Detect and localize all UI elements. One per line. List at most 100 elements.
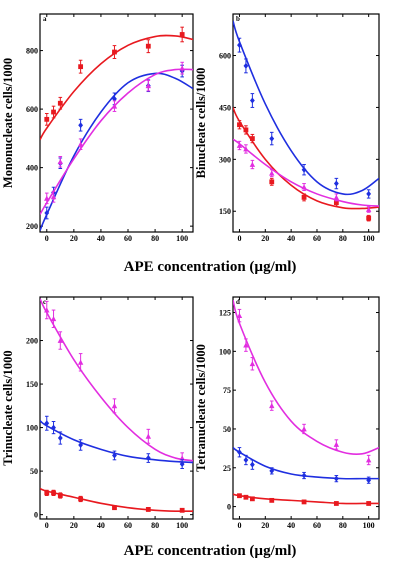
- data-point: [269, 170, 275, 176]
- y-tick-label: 200: [26, 337, 38, 346]
- data-point: [333, 180, 339, 187]
- x-tick-label: 40: [97, 234, 105, 243]
- y-tick-label: 100: [219, 347, 231, 356]
- data-point: [269, 467, 275, 474]
- panel-b: b 0 20 40 60 80 100 150 300 450 600 Binucleate cell…: [194, 13, 380, 243]
- series-2: [40, 61, 193, 215]
- data-point: [301, 499, 307, 505]
- data-point: [44, 307, 50, 313]
- data-point: [301, 184, 307, 190]
- data-point: [179, 65, 185, 71]
- y-tick-label: 0: [34, 511, 38, 520]
- data-point: [145, 455, 151, 462]
- x-tick-label: 0: [237, 234, 241, 243]
- data-point: [78, 122, 84, 129]
- data-point: [78, 64, 84, 70]
- y-tick-label: 0: [227, 503, 231, 512]
- x-tick-label: 80: [339, 234, 347, 243]
- data-point: [44, 195, 50, 201]
- data-point: [333, 475, 339, 482]
- fit-curve: [40, 68, 193, 215]
- y-tick-label: 50: [30, 467, 38, 476]
- data-point: [366, 215, 372, 221]
- fit-curve: [233, 299, 379, 455]
- data-point: [50, 194, 57, 200]
- data-point: [111, 403, 118, 409]
- data-point: [51, 109, 56, 115]
- data-point: [366, 190, 372, 197]
- series-1: [40, 415, 193, 470]
- data-point: [237, 449, 242, 456]
- data-point: [236, 312, 243, 319]
- data-point: [57, 158, 64, 165]
- panel-c: c 0 20 40 60 80 100 0 50 100 150 200 Trinucleate cel…: [1, 296, 194, 530]
- data-point: [365, 457, 372, 463]
- series-0: [233, 299, 379, 466]
- panel-a: a 0 20 40 60 80 100 200 400 600 800 Mononucleate ce…: [1, 13, 194, 243]
- data-point: [237, 42, 242, 49]
- data-point: [44, 209, 50, 216]
- data-point: [112, 95, 117, 102]
- data-point: [145, 433, 152, 439]
- data-point: [243, 342, 249, 348]
- series-0: [233, 20, 379, 199]
- data-point: [112, 452, 117, 459]
- x-tick-label: 80: [151, 521, 159, 530]
- x-tick-label: 20: [261, 234, 269, 243]
- y-tick-label: 200: [26, 222, 38, 231]
- data-point: [366, 501, 372, 506]
- data-point: [112, 49, 117, 55]
- y-tick-label: 75: [223, 386, 231, 395]
- y-tick-label: 600: [26, 105, 38, 114]
- y-tick-label: 600: [219, 52, 231, 61]
- data-point: [145, 82, 152, 89]
- data-point: [111, 103, 118, 109]
- data-point: [57, 493, 63, 498]
- panel-d: d 0 20 40 60 80 100 0 25 50 75 100 125 Tetranucleate …: [194, 296, 380, 530]
- y-tick-label: 150: [219, 207, 231, 216]
- fit-curve: [233, 107, 379, 210]
- data-point: [269, 497, 275, 503]
- data-point: [179, 455, 185, 461]
- x-axis-label-top: APE concentration (µg/ml): [124, 259, 297, 275]
- x-tick-label: 20: [70, 521, 78, 530]
- y-tick-label: 450: [219, 103, 231, 112]
- data-point: [249, 97, 255, 104]
- data-point: [179, 32, 185, 37]
- data-point: [44, 420, 50, 427]
- data-point: [77, 359, 84, 365]
- data-point: [179, 507, 185, 513]
- y-tick-label: 400: [26, 164, 38, 173]
- fit-curve: [40, 72, 193, 231]
- y-tick-label: 125: [219, 309, 231, 318]
- data-point: [78, 442, 84, 448]
- x-tick-label: 100: [363, 521, 375, 530]
- data-point: [57, 337, 64, 343]
- data-point: [237, 122, 242, 128]
- data-point: [51, 424, 56, 431]
- data-point: [269, 402, 275, 409]
- data-point: [301, 426, 307, 432]
- plot-frame: [232, 296, 380, 520]
- x-axis-label-bottom: APE concentration (µg/ml): [124, 543, 297, 559]
- data-point: [112, 505, 117, 511]
- data-point: [179, 461, 185, 468]
- y-axis-label: Binucleate cells/1000: [194, 68, 208, 179]
- x-tick-label: 40: [97, 521, 105, 530]
- data-point: [301, 166, 307, 173]
- series-0: [40, 26, 193, 141]
- y-tick-label: 800: [26, 47, 38, 56]
- data-point: [57, 100, 63, 106]
- data-point: [236, 142, 243, 148]
- data-point: [145, 43, 151, 49]
- x-tick-label: 100: [363, 234, 375, 243]
- y-tick-label: 300: [219, 155, 231, 164]
- x-tick-label: 60: [313, 521, 321, 530]
- data-point: [365, 206, 372, 212]
- series-1: [233, 446, 379, 484]
- x-tick-label: 20: [261, 521, 269, 530]
- panel-label: b: [236, 15, 240, 23]
- y-tick-label: 50: [223, 425, 231, 434]
- y-tick-label: 100: [26, 424, 38, 433]
- x-tick-label: 40: [287, 521, 295, 530]
